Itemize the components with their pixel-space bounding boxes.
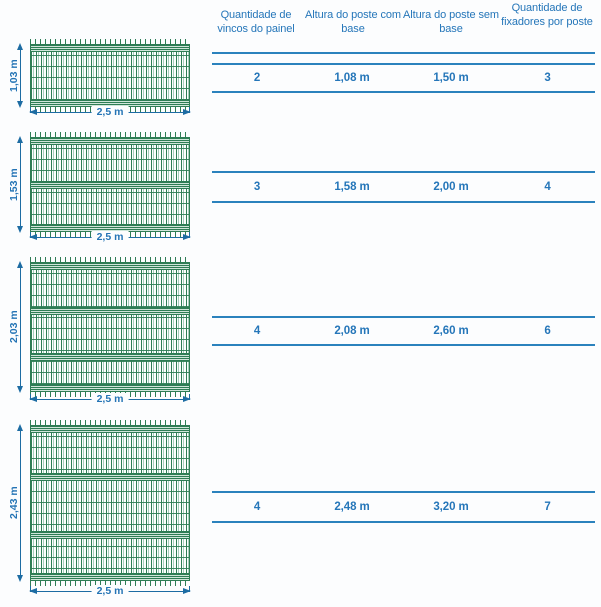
horizontal-dimension: 2,5 m [29, 393, 191, 406]
arrow-left-icon [29, 109, 37, 115]
cell-vincos: 2 [253, 72, 261, 84]
panel-height-label: 2,43 m [8, 486, 20, 519]
dimension-line [20, 139, 21, 230]
arrow-right-icon [183, 234, 191, 240]
arrow-right-icon [183, 109, 191, 115]
arrow-up-icon [17, 136, 23, 143]
cell-sem-base: 3,20 m [433, 501, 469, 513]
panel-width-label: 2,5 m [91, 106, 129, 119]
cell-com-base: 2,08 m [334, 325, 370, 337]
cell-com-base: 1,58 m [334, 181, 370, 193]
cell-vincos: 4 [253, 501, 261, 513]
vinco-band [31, 353, 189, 361]
cell-vincos: 4 [253, 325, 261, 337]
cell-fixadores: 3 [544, 72, 551, 84]
arrow-left-icon [29, 588, 37, 594]
vertical-dimension: 2,43 m [8, 424, 26, 582]
table-row: 4 2,48 m 3,20 m 7 [212, 491, 595, 523]
vinco-band [31, 573, 189, 581]
vinco-band [31, 44, 189, 52]
vinco-band [31, 531, 189, 539]
arrow-left-icon [29, 396, 37, 402]
arrow-up-icon [17, 424, 23, 431]
cell-sem-base: 2,60 m [433, 325, 469, 337]
fence-mesh [30, 262, 190, 392]
vinco-band [31, 137, 189, 145]
panel-height-label: 1,03 m [8, 58, 20, 92]
fence-mesh [30, 137, 190, 232]
vertical-dimension: 2,03 m [8, 261, 26, 393]
vinco-band [31, 262, 189, 270]
cell-sem-base: 1,50 m [433, 72, 469, 84]
arrow-up-icon [17, 43, 23, 50]
fence-mesh [30, 44, 190, 107]
cell-com-base: 2,48 m [334, 501, 370, 513]
panel-width-label: 2,5 m [91, 231, 129, 244]
vertical-dimension: 1,53 m [8, 136, 26, 233]
arrow-up-icon [17, 261, 23, 268]
vinco-band [31, 473, 189, 481]
horizontal-dimension: 2,5 m [29, 231, 191, 244]
panel-height-label: 2,03 m [8, 310, 20, 343]
column-header-fixadores: Quantidade de fixadores por poste [501, 2, 593, 28]
cell-sem-base: 2,00 m [433, 181, 469, 193]
dimension-line [20, 427, 21, 579]
arrow-right-icon [183, 396, 191, 402]
vinco-band [31, 181, 189, 189]
cell-com-base: 1,08 m [334, 72, 370, 84]
table-row: 3 1,58 m 2,00 m 4 [212, 171, 595, 203]
arrow-down-icon [17, 226, 23, 233]
arrow-left-icon [29, 234, 37, 240]
arrow-right-icon [183, 588, 191, 594]
vinco-band [31, 307, 189, 315]
fence-top-spikes [30, 39, 190, 44]
column-header-com-base: Altura do poste com base [305, 9, 401, 35]
cell-fixadores: 6 [544, 325, 551, 337]
vinco-band [31, 384, 189, 392]
dimension-line [20, 46, 21, 105]
cell-vincos: 3 [253, 181, 261, 193]
horizontal-dimension: 2,5 m [29, 106, 191, 119]
column-header-vincos: Quantidade de vincos do painel [217, 9, 295, 35]
cell-fixadores: 4 [544, 181, 551, 193]
fence-top-spikes [30, 257, 190, 262]
vertical-dimension: 1,03 m [8, 43, 26, 108]
cell-fixadores: 7 [544, 501, 551, 513]
arrow-down-icon [17, 386, 23, 393]
vinco-band [31, 425, 189, 433]
dimension-line [20, 264, 21, 390]
fence-top-spikes [30, 132, 190, 137]
table-row: 2 1,08 m 1,50 m 3 [212, 63, 595, 93]
fence-top-spikes [30, 420, 190, 425]
fence-bottom-spikes [30, 581, 190, 586]
arrow-down-icon [17, 101, 23, 108]
table-row: 4 2,08 m 2,60 m 6 [212, 316, 595, 346]
panel-height-label: 1,53 m [8, 167, 20, 201]
arrow-down-icon [17, 575, 23, 582]
horizontal-dimension: 2,5 m [29, 585, 191, 598]
panel-width-label: 2,5 m [91, 393, 129, 406]
column-header-sem-base: Altura do poste sem base [403, 9, 499, 35]
table-header-rule [212, 52, 595, 54]
fence-mesh [30, 425, 190, 581]
panel-width-label: 2,5 m [91, 585, 129, 598]
